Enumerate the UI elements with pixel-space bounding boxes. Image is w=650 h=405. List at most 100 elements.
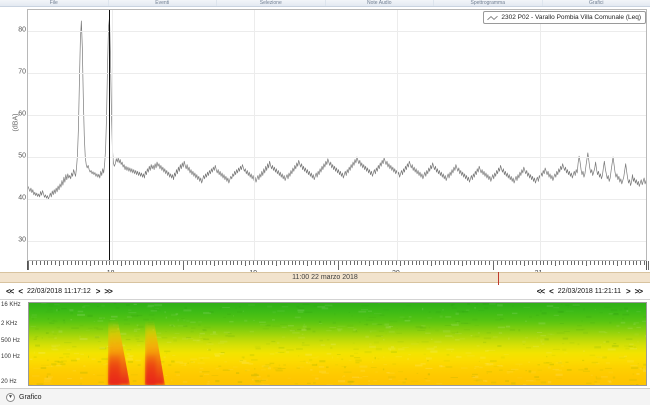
x-axis-tick	[628, 261, 630, 265]
chart-cursor-line[interactable]	[109, 10, 111, 260]
nav-selection-end: << < 22/03/2018 11:21:11 > >>	[536, 284, 643, 299]
x-axis-tick	[245, 261, 246, 266]
x-axis-tick	[86, 261, 88, 265]
x-axis-tick	[241, 261, 243, 265]
x-axis-tick	[597, 261, 599, 265]
x-axis-tick	[388, 261, 390, 265]
x-axis-tick	[248, 261, 250, 265]
x-axis-tick	[500, 261, 502, 265]
nav-last-button-right[interactable]: >>	[634, 287, 643, 296]
ribbon-tab-note-audio[interactable]: Note Audio	[326, 0, 434, 6]
y-axis-ticks: 30 40 50 60 70 80	[0, 7, 26, 265]
timeline-red-marker[interactable]	[498, 272, 500, 285]
spectrogram-panel: 16 KHz 2 KHz 500 Hz 100 Hz 20 Hz	[0, 301, 650, 388]
nav-prev-button-right[interactable]: <	[549, 287, 554, 296]
x-axis-tick	[252, 261, 254, 265]
x-axis-tick	[365, 261, 367, 265]
x-axis-tick	[496, 261, 498, 265]
gridline-horizontal	[28, 241, 646, 242]
x-axis-tick	[485, 261, 487, 265]
ribbon-tab-file[interactable]: File	[0, 0, 109, 6]
chart-legend[interactable]: 2302 P02 - Varallo Pombia Villa Comunale…	[483, 11, 646, 24]
x-axis-tick	[303, 261, 305, 265]
spectrogram-burst-core	[109, 355, 120, 385]
x-axis-tick	[593, 261, 595, 265]
y-tick-label: 70	[18, 68, 26, 76]
plot-canvas[interactable]	[27, 9, 647, 261]
x-axis-tick	[531, 261, 533, 265]
x-axis-tick	[431, 261, 432, 266]
x-axis-tick	[345, 261, 347, 265]
spectrogram-tick-label: 2 KHz	[1, 320, 18, 327]
nav-next-button-right[interactable]: >	[625, 287, 631, 296]
x-axis-tick	[307, 261, 308, 266]
timeline-date-band[interactable]: 11:00 22 marzo 2018	[0, 272, 650, 285]
x-axis-tick	[469, 261, 471, 265]
x-axis-tick	[400, 261, 401, 266]
x-axis-tick	[582, 261, 584, 265]
spectrogram-tick-label: 16 KHz	[1, 301, 21, 308]
nav-first-button-left[interactable]: <<	[6, 287, 14, 296]
x-axis-tick	[624, 261, 626, 265]
x-axis-tick	[233, 261, 235, 265]
ribbon-tab-eventi[interactable]: Eventi	[109, 0, 217, 6]
x-axis-tick	[446, 261, 448, 265]
x-axis-tick	[124, 261, 126, 265]
x-axis-tick	[586, 261, 587, 266]
x-axis-tick	[128, 261, 130, 265]
x-axis-tick	[640, 261, 642, 265]
x-axis-tick	[338, 261, 339, 270]
status-bar: ▼ Grafico	[0, 388, 650, 405]
x-axis-tick	[229, 261, 231, 265]
x-axis-tick	[318, 261, 320, 265]
x-axis-tick	[384, 261, 386, 265]
x-axis-tick	[589, 261, 591, 265]
ribbon-tab-spettrogramma[interactable]: Spettrogramma	[434, 0, 543, 6]
x-axis-tick	[462, 261, 463, 266]
x-axis-tick	[163, 261, 165, 265]
x-axis-tick	[175, 261, 177, 265]
nav-next-button-left[interactable]: >	[95, 287, 101, 296]
x-axis-tick	[403, 261, 405, 265]
nav-timestamp-right[interactable]: 22/03/2018 11:21:11	[557, 288, 621, 295]
nav-prev-button-left[interactable]: <	[18, 287, 23, 296]
status-bar-label: Grafico	[19, 393, 42, 401]
x-axis-tick	[415, 261, 417, 265]
x-axis-tick	[279, 261, 281, 265]
ribbon-tab-grafici[interactable]: Grafici	[589, 0, 604, 6]
spectrogram-background	[29, 303, 646, 385]
x-axis-tick	[566, 261, 568, 265]
gridline-horizontal	[28, 115, 646, 116]
x-axis-tick	[74, 261, 76, 265]
x-axis-tick	[620, 261, 622, 265]
x-axis-tick	[291, 261, 293, 265]
x-axis-tick	[636, 261, 638, 265]
x-axis-tick	[121, 261, 122, 266]
x-axis-tick	[427, 261, 429, 265]
nav-timestamp-left[interactable]: 22/03/2018 11:17:12	[27, 288, 91, 295]
nav-last-button-left[interactable]: >>	[104, 287, 112, 296]
x-axis-tick	[256, 261, 258, 265]
x-axis-tick	[372, 261, 374, 265]
legend-line-icon	[487, 15, 499, 20]
x-axis-tick	[570, 261, 572, 265]
x-axis-tick	[419, 261, 421, 265]
x-axis-tick	[648, 261, 649, 270]
chevron-down-icon[interactable]: ▼	[6, 392, 15, 402]
x-axis-tick	[47, 261, 49, 265]
x-axis-tick	[558, 261, 560, 265]
nav-first-button-right[interactable]: <<	[536, 287, 545, 296]
x-axis-tick	[78, 261, 80, 265]
x-axis-tick	[144, 261, 146, 265]
x-axis-tick	[55, 261, 57, 265]
gridline-vertical	[111, 10, 113, 260]
spectrogram-frequency-axis: 16 KHz 2 KHz 500 Hz 100 Hz 20 Hz	[0, 301, 28, 388]
y-tick-label: 50	[18, 152, 26, 160]
x-axis-tick	[543, 261, 545, 265]
x-axis-tick	[310, 261, 312, 265]
spectrogram-canvas[interactable]	[28, 302, 647, 386]
x-axis-tick	[434, 261, 436, 265]
x-axis-tick	[217, 261, 219, 265]
x-axis-tick	[190, 261, 192, 265]
ribbon-tab-selezione[interactable]: Selezione	[217, 0, 326, 6]
